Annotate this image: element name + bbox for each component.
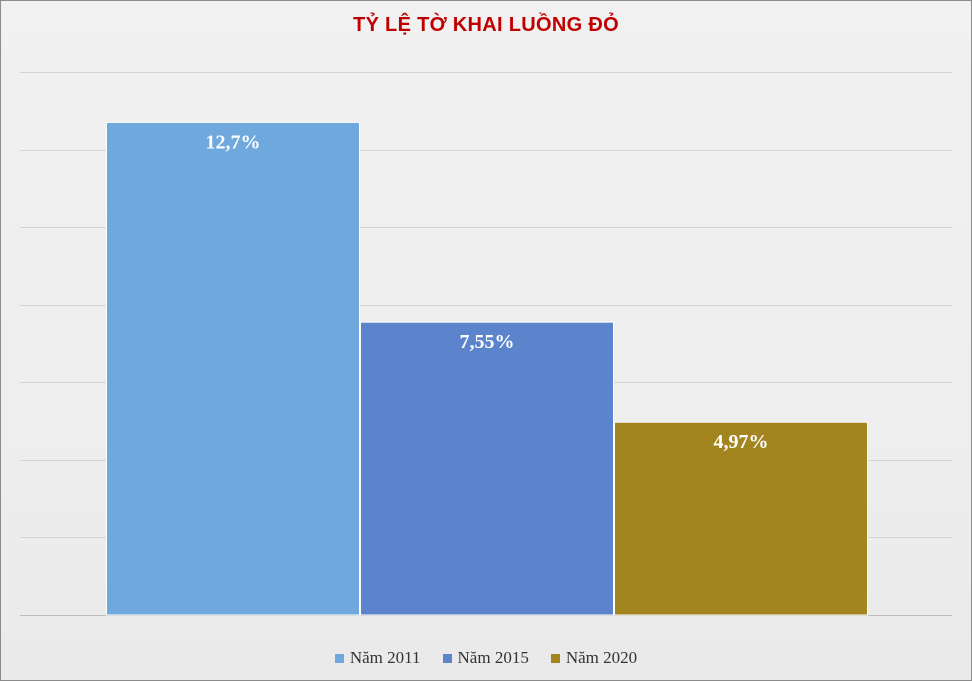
bar-năm-2020 [614,421,868,616]
data-label: 4,97% [714,431,769,453]
bar-năm-2011 [106,121,360,616]
legend-item-2015: Năm 2015 [442,648,529,668]
data-label: 7,55% [460,331,515,353]
legend-item-2020: Năm 2020 [550,648,638,668]
legend-swatch-2020 [550,653,560,663]
chart-legend: Năm 2011 Năm 2015 Năm 2020 [0,648,972,668]
data-label: 12,7% [206,131,261,153]
legend-label-2015: Năm 2015 [457,648,529,667]
legend-label-2020: Năm 2020 [565,648,638,667]
legend-item-2011: Năm 2011 [334,648,421,668]
chart-title: TỶ LỆ TỜ KHAI LUỒNG ĐỎ [353,14,619,36]
legend-label-2011: Năm 2011 [349,648,421,667]
legend-swatch-2011 [334,653,344,663]
legend-swatch-2015 [442,653,452,663]
bar-năm-2015 [360,321,614,616]
